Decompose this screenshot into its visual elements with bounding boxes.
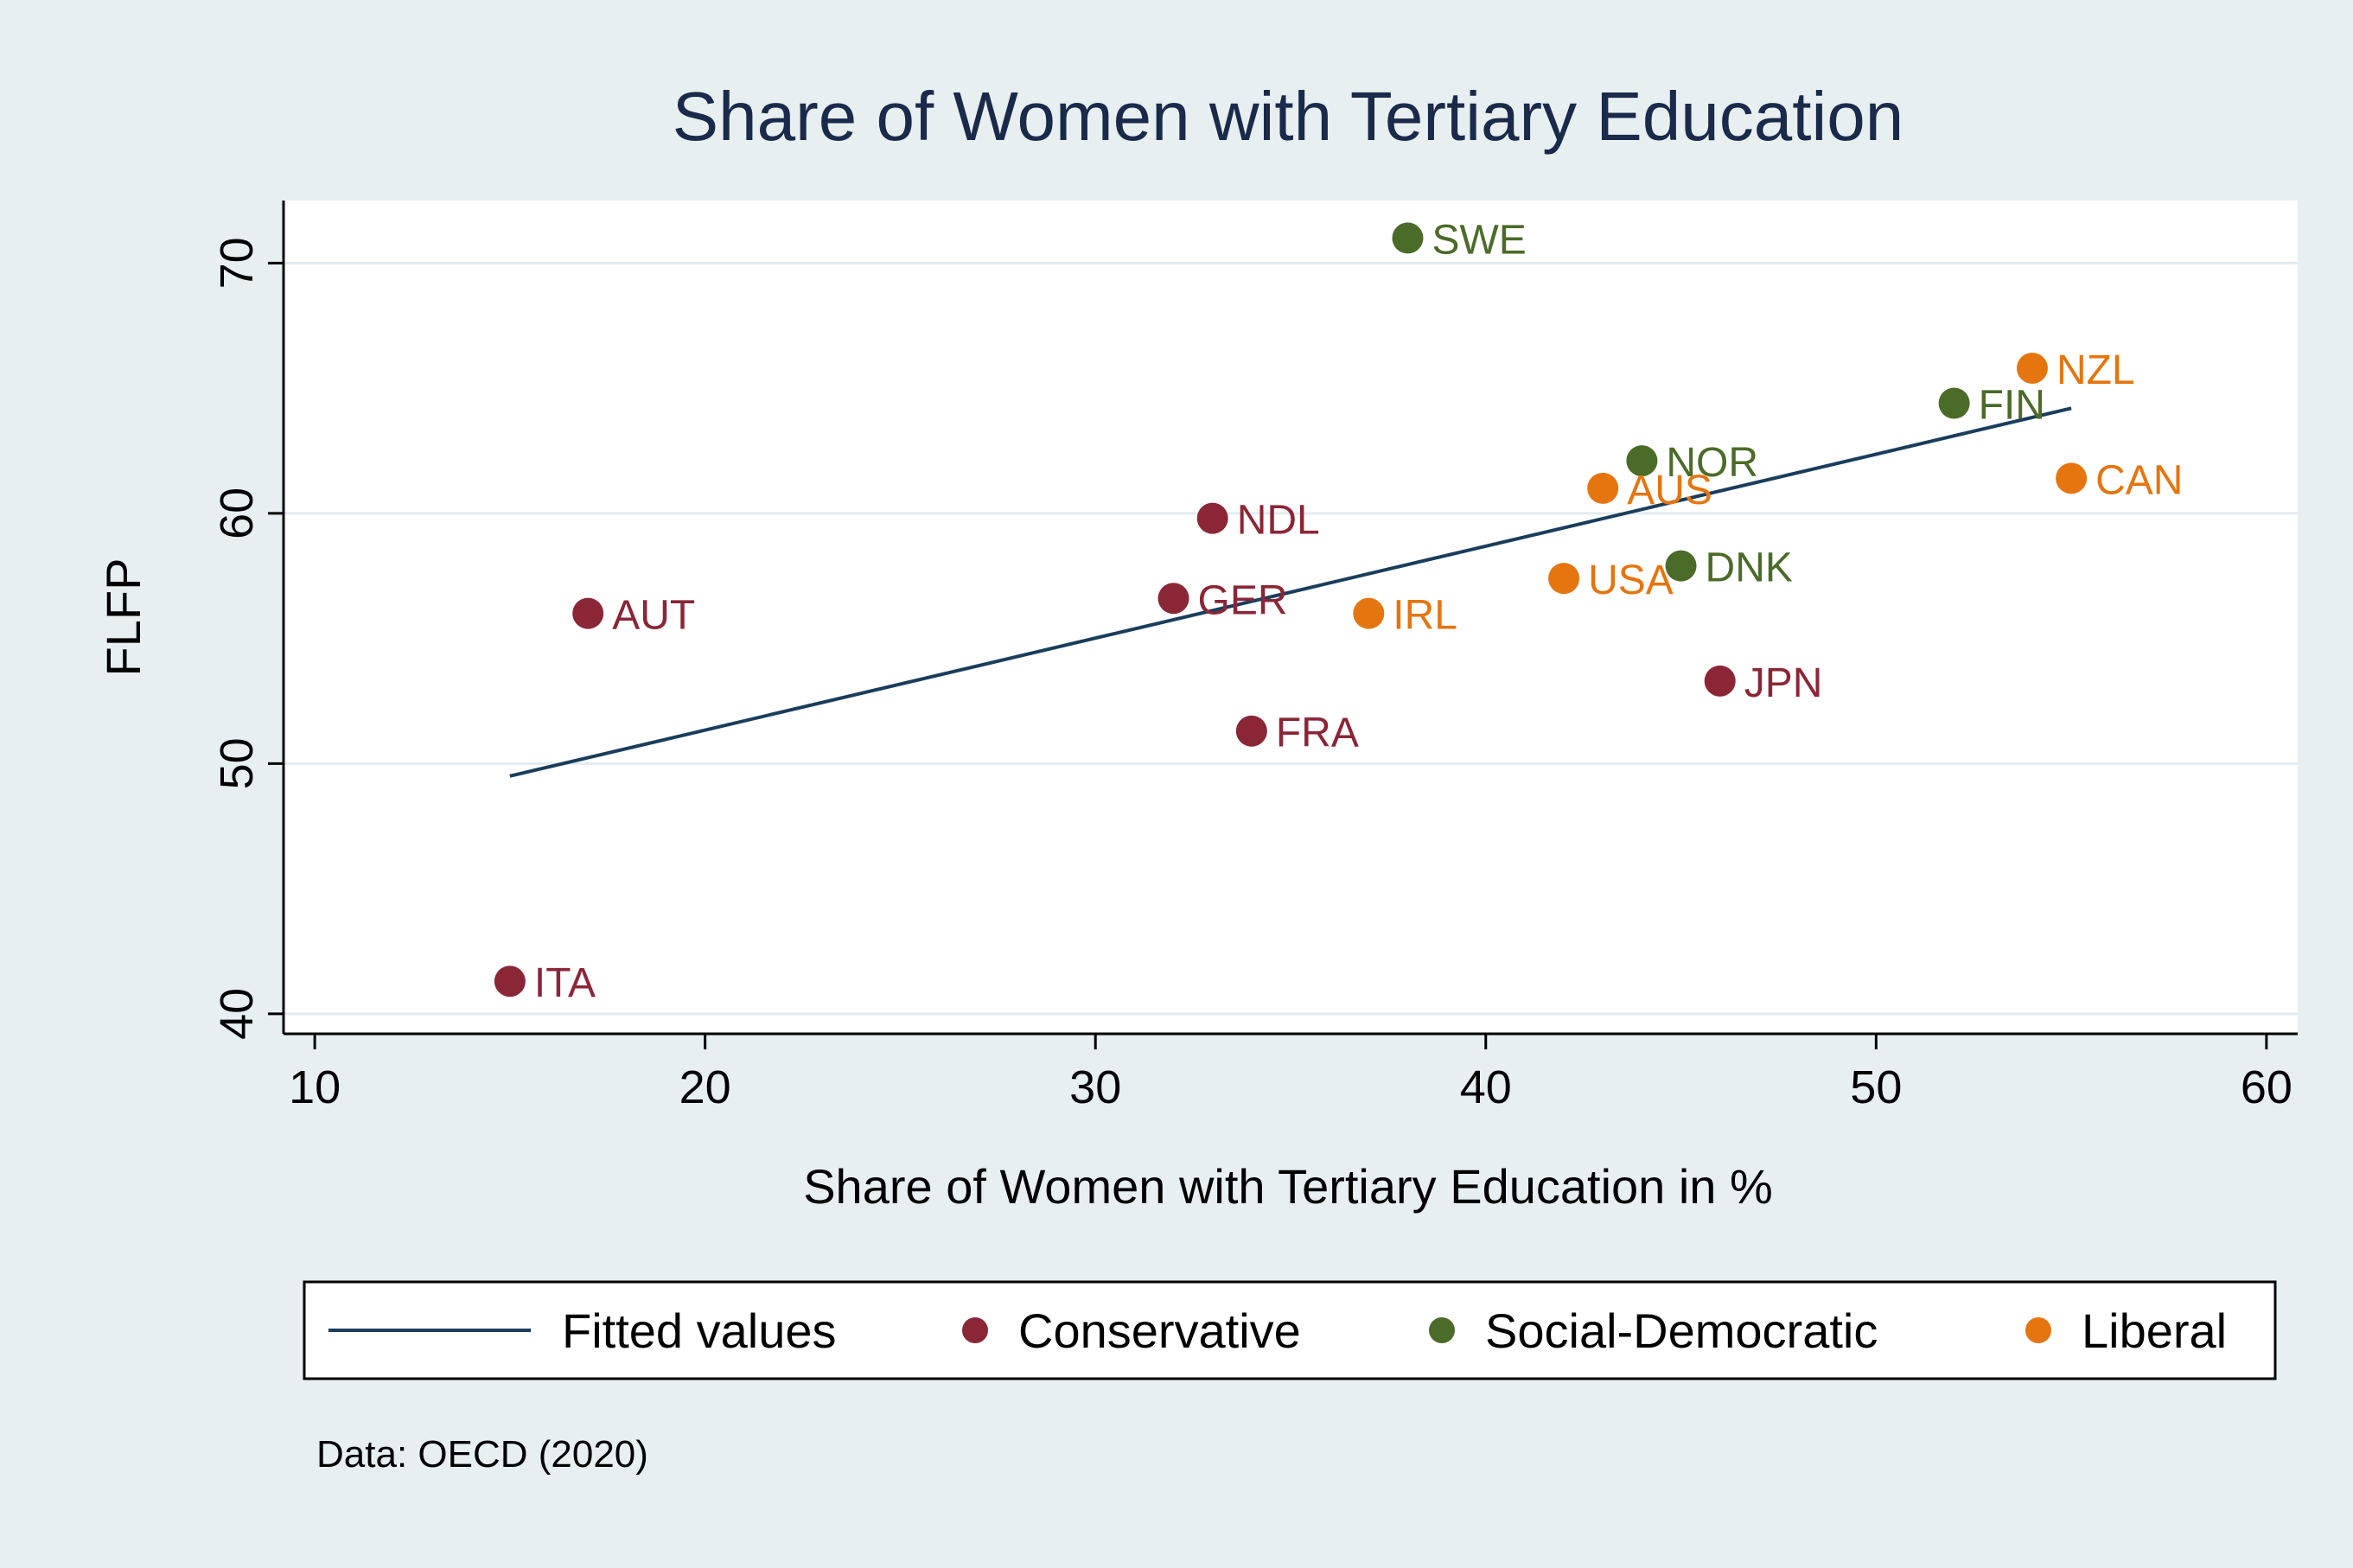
point-liberal xyxy=(2056,462,2088,494)
point-label: IRL xyxy=(1393,593,1457,639)
point-social-democratic xyxy=(1938,387,1970,419)
point-label: FRA xyxy=(1276,711,1359,756)
point-liberal xyxy=(1353,597,1385,629)
point-label: ITA xyxy=(534,960,596,1006)
point-conservative xyxy=(572,597,604,629)
point-conservative xyxy=(1196,502,1228,534)
legend-swatch-conservative xyxy=(962,1317,988,1343)
point-liberal xyxy=(1548,563,1580,595)
fit-line-layer xyxy=(509,406,2072,778)
point-label: FIN xyxy=(1979,382,2045,428)
legend: Fitted values Conservative Social-Democr… xyxy=(303,1280,2277,1380)
fitted-values-line xyxy=(509,406,2072,778)
point-liberal xyxy=(2016,352,2048,384)
y-tick-label: 70 xyxy=(211,237,263,289)
x-axis-title: Share of Women with Tertiary Education i… xyxy=(803,1159,1773,1214)
legend-swatch-liberal xyxy=(2025,1317,2051,1343)
gridlines xyxy=(284,261,2298,1016)
plot-area xyxy=(284,201,2298,1034)
legend-swatch-social-democratic xyxy=(1429,1317,1455,1343)
point-social-democratic xyxy=(1665,550,1697,582)
point-conservative xyxy=(494,966,526,998)
point-social-democratic xyxy=(1392,222,1424,254)
point-conservative xyxy=(1704,665,1736,697)
y-tick-label: 40 xyxy=(211,988,263,1040)
point-label: NZL xyxy=(2056,347,2135,393)
y-tick-label: 60 xyxy=(211,488,263,539)
x-tick-label: 50 xyxy=(1850,1061,1902,1113)
point-label: NDL xyxy=(1237,498,1320,544)
x-tick-label: 10 xyxy=(289,1061,341,1113)
point-label: SWE xyxy=(1432,217,1526,263)
point-label: AUT xyxy=(612,593,695,639)
point-label: DNK xyxy=(1706,545,1793,591)
point-social-democratic xyxy=(1626,445,1658,477)
points-layer: ITA AUT GER NDL FRA JPN SWE NOR DNK FIN IRL USA AUS N… xyxy=(494,217,2183,1006)
point-liberal xyxy=(1587,472,1619,504)
legend-label-conservative: Conservative xyxy=(1018,1303,1301,1358)
chart-title: Share of Women with Tertiary Education xyxy=(673,78,1903,155)
point-label: GER xyxy=(1198,577,1288,623)
legend-label-social-democratic: Social-Democratic xyxy=(1485,1303,1878,1358)
source-note: Data: OECD (2020) xyxy=(316,1433,648,1476)
x-tick-label: 60 xyxy=(2241,1061,2292,1113)
y-axis-title: FLFP xyxy=(96,558,150,677)
point-label: CAN xyxy=(2095,457,2183,503)
point-label: USA xyxy=(1588,558,1674,603)
legend-label-fitted: Fitted values xyxy=(562,1303,837,1358)
point-label: AUS xyxy=(1627,468,1712,513)
legend-label-liberal: Liberal xyxy=(2082,1303,2227,1358)
point-conservative xyxy=(1157,583,1189,615)
y-tick-label: 50 xyxy=(211,737,263,789)
point-conservative xyxy=(1235,715,1267,747)
point-label: JPN xyxy=(1744,660,1823,706)
x-tick-label: 40 xyxy=(1460,1061,1512,1113)
x-tick-label: 20 xyxy=(679,1061,731,1113)
x-tick-label: 30 xyxy=(1069,1061,1121,1113)
legend-box xyxy=(303,1280,2277,1380)
axes: 40 50 60 70 10 20 30 40 50 60 xyxy=(211,201,2298,1113)
point-label: NOR xyxy=(1666,440,1758,486)
